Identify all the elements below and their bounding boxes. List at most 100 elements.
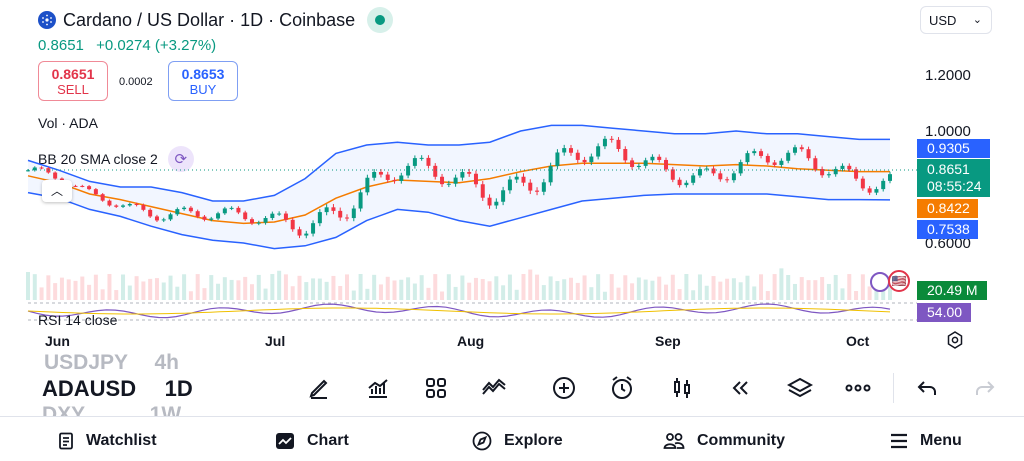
refresh-icon[interactable]: ⟳ [167, 146, 194, 172]
more-icon[interactable] [843, 373, 873, 403]
candle-body [752, 151, 757, 154]
rsi-legend[interactable]: RSI 14 close [38, 312, 117, 328]
symbol-current[interactable]: ADAUSD 1D [42, 376, 193, 402]
symbol-prev[interactable]: USDJPY 4h [44, 351, 179, 375]
candle-body [684, 182, 689, 186]
candle-body [148, 209, 153, 217]
sell-button[interactable]: 0.8651 SELL [38, 61, 108, 101]
volume-bar [216, 283, 221, 300]
candle-body [487, 197, 492, 206]
compare-icon[interactable] [479, 373, 509, 403]
symbol-next[interactable]: DXY 1W [42, 403, 181, 416]
candle-body [759, 151, 764, 156]
buy-button[interactable]: 0.8653 BUY [168, 61, 238, 101]
candle-body [406, 165, 411, 176]
volume-bar [372, 274, 377, 300]
volume-bar [759, 274, 764, 300]
last-price: 0.8651 [38, 37, 84, 54]
add-symbol-icon[interactable] [549, 373, 579, 403]
volume-bar [541, 285, 546, 300]
sell-price: 0.8651 [51, 66, 95, 82]
nav-menu[interactable]: Menu [890, 421, 962, 461]
candle-body [589, 156, 594, 163]
volume-bar [93, 274, 98, 300]
volume-legend[interactable]: Vol · ADA [38, 115, 98, 131]
nav-explore[interactable]: Explore [472, 421, 563, 461]
indicators-icon[interactable] [363, 373, 393, 403]
alert-clock-icon[interactable] [607, 373, 637, 403]
candle-style-icon[interactable] [667, 373, 697, 403]
symbol-title[interactable]: Cardano / US Dollar · 1D · Coinbase [63, 9, 356, 30]
candle-body [731, 173, 736, 181]
candle-body [616, 139, 621, 150]
volume-bar [236, 280, 241, 300]
price-axis-label: 0.6000 [925, 235, 971, 252]
candle-body [73, 185, 78, 187]
volume-bar [786, 274, 791, 300]
currency-select[interactable]: USD ⌄ [920, 6, 992, 34]
candle-body [446, 183, 451, 185]
candle-body [256, 222, 261, 224]
candle-body [378, 171, 383, 175]
candle-body [80, 185, 85, 187]
candle-body [507, 179, 512, 191]
candle-body [826, 174, 831, 176]
volume-bar [209, 275, 214, 300]
candle-body [134, 203, 139, 206]
volume-bar [725, 278, 730, 300]
candle-body [636, 165, 641, 167]
templates-grid-icon[interactable] [421, 373, 451, 403]
drawing-brush-icon[interactable] [304, 373, 334, 403]
chart-settings-icon[interactable] [946, 331, 964, 354]
candle-body [888, 174, 892, 181]
volume-bar [799, 277, 804, 300]
candle-body [243, 212, 248, 220]
collapse-legend-button[interactable]: ︿ [42, 180, 72, 202]
symbol-current-tf: 1D [164, 376, 193, 401]
volume-bar [114, 290, 119, 300]
volume-bar [860, 274, 865, 300]
volume-bar [351, 290, 356, 300]
symbol-prev-tf: 4h [154, 351, 179, 374]
volume-bar [453, 286, 458, 300]
nav-watchlist[interactable]: Watchlist [58, 421, 157, 461]
sell-label: SELL [57, 82, 89, 97]
symbol-current-name: ADAUSD [42, 376, 137, 401]
symbol-next-name: DXY [42, 403, 86, 416]
bollinger-legend[interactable]: BB 20 SMA close 2 ⟳ [38, 146, 194, 172]
candle-body [494, 201, 499, 206]
volume-bar [270, 274, 275, 300]
volume-bar [718, 281, 723, 300]
undo-icon[interactable] [912, 373, 942, 403]
volume-bar [806, 280, 811, 300]
candle-body [141, 205, 146, 210]
event-badge-icon[interactable] [870, 272, 890, 292]
layers-icon[interactable] [785, 373, 815, 403]
time-axis-label: Sep [655, 333, 681, 349]
volume-bar [39, 287, 44, 300]
candle-body [854, 169, 859, 179]
candle-body [304, 233, 309, 236]
candlestick-series [26, 135, 892, 239]
volume-bar [263, 288, 268, 300]
nav-chart[interactable]: Chart [275, 421, 349, 461]
volume-bar [711, 276, 716, 300]
us-flag-icon[interactable]: 🇺🇸 [888, 270, 910, 292]
market-status-icon[interactable] [367, 7, 394, 33]
candle-body [290, 219, 295, 230]
candle-body [182, 207, 187, 210]
candle-body [860, 178, 865, 189]
nav-community[interactable]: Community [663, 421, 785, 461]
redo-icon[interactable] [970, 373, 1000, 403]
volume-bar [243, 276, 248, 300]
replay-icon[interactable] [725, 373, 755, 403]
community-icon [663, 433, 685, 449]
candle-body [114, 205, 119, 207]
candle-body [711, 168, 716, 174]
candle-body [161, 219, 166, 221]
last-price-tag: 0.8651 08:55:24 [917, 159, 990, 197]
volume-bar [731, 278, 736, 300]
candle-body [650, 156, 655, 161]
candle-body [501, 190, 506, 202]
